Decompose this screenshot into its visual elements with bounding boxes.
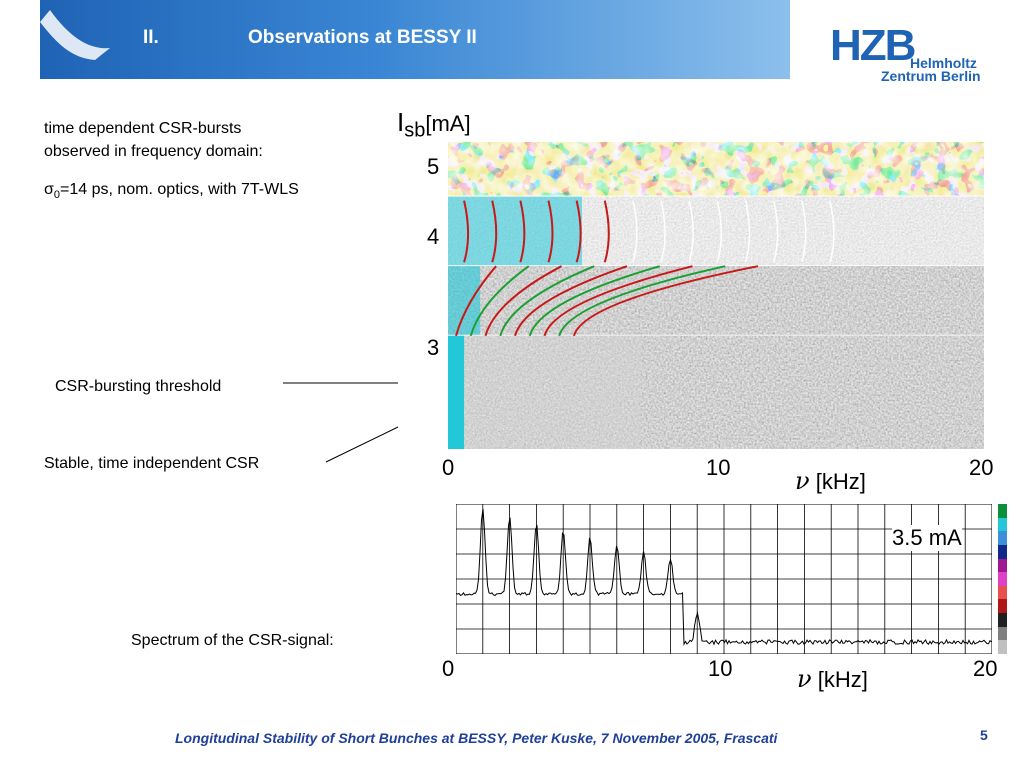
heatmap-streak <box>469 265 530 337</box>
logo-line-1: Helmholtz <box>910 55 977 71</box>
colorbar <box>998 504 1007 654</box>
heatmap-periodic-mark <box>575 200 582 263</box>
heatmap-periodic-mark <box>716 200 723 263</box>
heatmap-streak <box>558 265 726 337</box>
spectrum-label: Spectrum of the CSR-signal: <box>131 632 334 649</box>
heatmap-periodic-mark <box>829 200 835 263</box>
colorbar-swatch <box>998 558 1007 573</box>
heatmap-xtick-20: 20 <box>969 455 994 480</box>
spectrum-grid <box>456 504 992 654</box>
colorbar-swatch <box>998 613 1007 627</box>
heatmap-band-periodic-color <box>448 196 582 267</box>
stable-pointer-line <box>325 426 399 463</box>
header-bar <box>40 0 790 79</box>
heatmap-ytick-3: 3 <box>427 335 440 360</box>
heatmap-periodic-mark <box>547 200 554 263</box>
heatmap-periodic-mark <box>801 200 807 263</box>
heatmap-periodic-mark <box>772 200 779 263</box>
heatmap-band-stable-light <box>448 335 641 450</box>
spectrum-xtick-0: 0 <box>442 656 455 681</box>
heatmap-periodic-mark <box>491 200 498 263</box>
colorbar-swatch <box>998 504 1007 518</box>
page-number: 5 <box>980 727 988 743</box>
heatmap-ytick-4: 4 <box>427 224 440 249</box>
section-number: II. <box>143 27 159 48</box>
colorbar-swatch <box>998 599 1007 613</box>
description-line-2: observed in frequency domain: <box>44 143 263 160</box>
heatmap-plot <box>448 142 984 450</box>
sigma-symbol: σ <box>44 181 54 198</box>
heatmap-streak <box>455 265 497 337</box>
heatmap-xtick-0: 0 <box>442 455 455 480</box>
colorbar-swatch <box>998 517 1007 532</box>
colorbar-swatch <box>998 544 1007 559</box>
heatmap-streak <box>499 265 595 337</box>
heatmap-xtick-10: 10 <box>706 455 731 480</box>
heatmap-ylabel: Isb[mA] <box>397 107 471 142</box>
heatmap-streak <box>543 265 693 337</box>
heatmap-streak <box>528 265 661 337</box>
heatmap-periodic-mark <box>660 200 666 263</box>
spectrum-annotation: 3.5 mA <box>892 525 962 551</box>
heatmap-streak <box>484 265 562 337</box>
spectrum-series-line <box>456 508 992 646</box>
stable-label: Stable, time independent CSR <box>44 455 260 472</box>
colorbar-swatch <box>998 572 1007 586</box>
slide-title: Observations at BESSY II <box>248 27 477 48</box>
heatmap-periodic-mark <box>603 200 610 263</box>
spectrum-xlabel: ν [kHz] <box>797 665 868 693</box>
heatmap-band-strong <box>448 142 984 197</box>
logo-line-2: Zentrum Berlin <box>881 68 981 84</box>
description-line-1: time dependent CSR-bursts <box>44 120 242 137</box>
heatmap-ytick-5: 5 <box>427 154 440 179</box>
heatmap-band-stable-edge <box>448 335 465 450</box>
heatmap-periodic-mark <box>744 200 751 263</box>
spectrum-xtick-10: 10 <box>708 656 733 681</box>
footer-text: Longitudinal Stability of Short Bunches … <box>175 730 778 746</box>
heatmap-streaks <box>455 200 835 337</box>
heatmap-periodic-mark <box>688 200 694 263</box>
sigma-line: σ0=14 ps, nom. optics, with 7T-WLS <box>44 179 299 203</box>
logo-hzb: HZB <box>830 21 916 70</box>
colorbar-swatch <box>998 640 1007 654</box>
heatmap-bands <box>448 142 984 450</box>
heatmap-periodic-mark <box>632 200 638 263</box>
heatmap-streak <box>572 265 759 337</box>
colorbar-swatch <box>998 626 1007 641</box>
threshold-label: CSR-bursting threshold <box>55 378 222 395</box>
colorbar-swatch <box>998 531 1007 545</box>
header-swoosh-icon <box>40 10 110 60</box>
spectrum-xtick-20: 20 <box>973 656 998 681</box>
heatmap-streak <box>514 265 628 337</box>
sigma-subscript: 0 <box>53 189 60 202</box>
heatmap-periodic-mark <box>519 200 526 263</box>
sigma-text: =14 ps, nom. optics, with 7T-WLS <box>60 181 299 198</box>
heatmap-periodic-mark <box>463 200 470 263</box>
colorbar-swatch <box>998 585 1007 600</box>
heatmap-xlabel: ν [kHz] <box>795 467 866 495</box>
